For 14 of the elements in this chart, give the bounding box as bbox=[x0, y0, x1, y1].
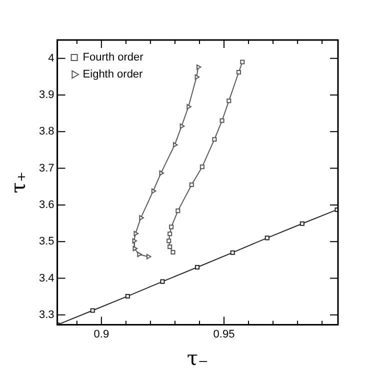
y-tick-label: 3.5 bbox=[38, 236, 54, 248]
y-tick-label: 3.3 bbox=[38, 308, 54, 321]
y-tick-label: 3.7 bbox=[38, 162, 54, 174]
x-tick-label: 0.95 bbox=[213, 328, 235, 340]
x-tick-label: 0.9 bbox=[94, 328, 110, 340]
x-axis-title: τ₋ bbox=[186, 346, 208, 370]
y-tick-label: 3.8 bbox=[38, 126, 54, 138]
legend-label: Eighth order bbox=[82, 68, 144, 81]
y-tick-label: 3.9 bbox=[38, 89, 54, 102]
y-tick-label: 4 bbox=[48, 52, 54, 64]
y-tick-label: 3.6 bbox=[38, 198, 54, 211]
legend-label: Fourth order bbox=[82, 52, 144, 64]
y-tick-label: 3.4 bbox=[38, 272, 54, 284]
y-axis-title: τ₊ bbox=[6, 172, 30, 194]
